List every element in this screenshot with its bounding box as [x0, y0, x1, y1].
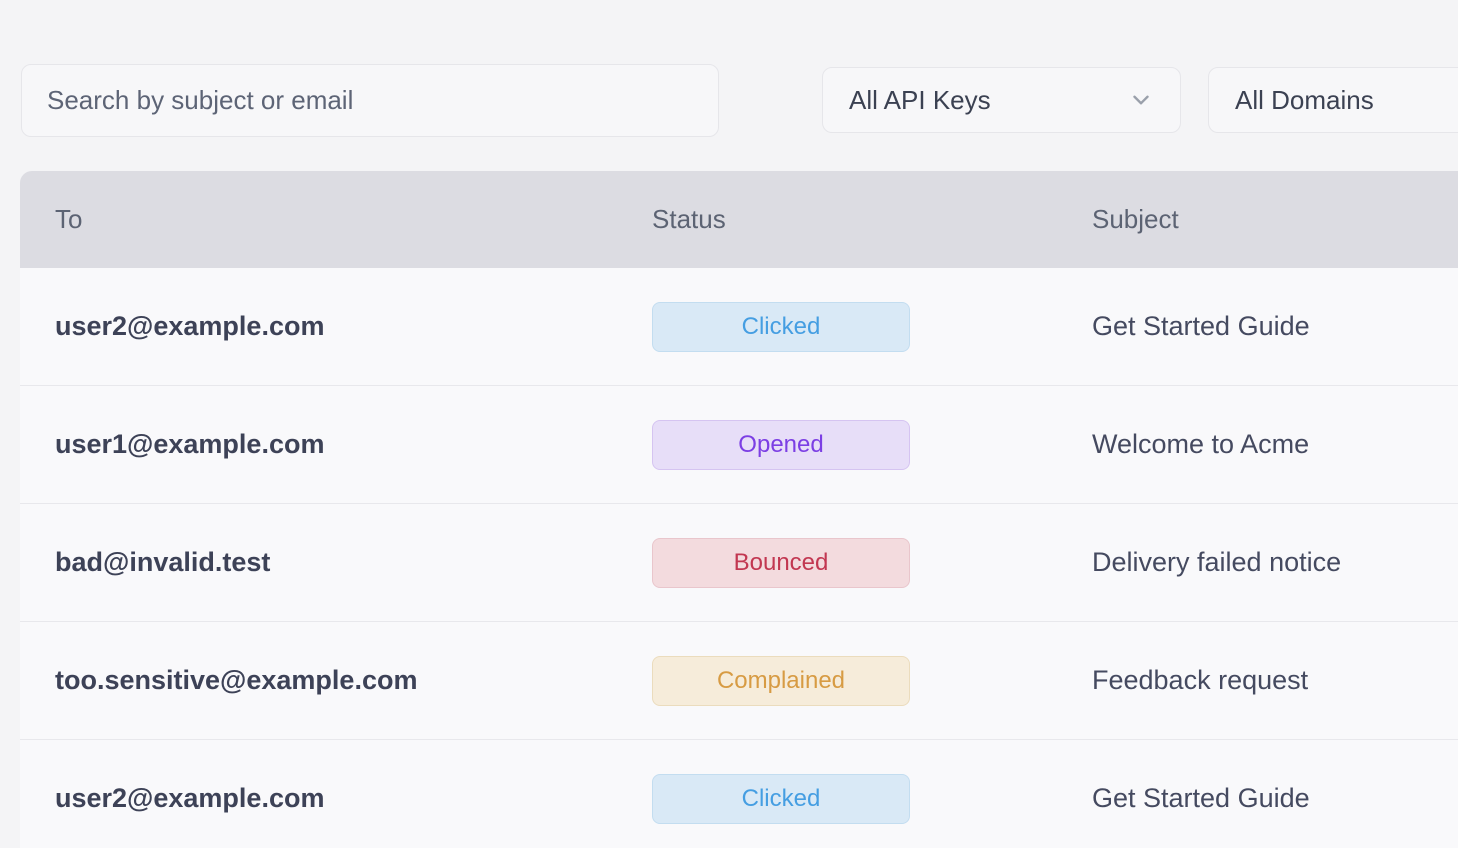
email-subject: Delivery failed notice [1092, 547, 1342, 577]
status-cell: Bounced [652, 537, 1092, 588]
status-cell: Opened [652, 419, 1092, 470]
column-header-status: Status [652, 204, 726, 234]
api-keys-filter-label: All API Keys [849, 84, 991, 115]
table-header-row: To Status Subject [20, 171, 1458, 268]
email-subject: Get Started Guide [1092, 311, 1310, 341]
status-cell: Clicked [652, 301, 1092, 352]
status-badge: Opened [652, 419, 910, 470]
status-badge: Bounced [652, 537, 910, 588]
search-input[interactable] [21, 64, 719, 137]
api-keys-filter-dropdown[interactable]: All API Keys [822, 67, 1181, 133]
table-row[interactable]: user2@example.com Clicked Get Started Guid… [20, 268, 1458, 386]
table-row[interactable]: bad@invalid.test Bounced Delivery failed n… [20, 504, 1458, 622]
emails-table: To Status Subject user2@example.com Click… [20, 171, 1458, 848]
column-header-subject: Subject [1092, 204, 1179, 234]
status-cell: Clicked [652, 773, 1092, 824]
email-subject: Get Started Guide [1092, 783, 1310, 813]
email-subject: Feedback request [1092, 665, 1309, 695]
recipient-email: too.sensitive@example.com [55, 665, 418, 695]
recipient-email: bad@invalid.test [55, 547, 271, 577]
domains-filter-dropdown[interactable]: All Domains [1208, 67, 1458, 133]
table-row[interactable]: too.sensitive@example.com Complained Feedb… [20, 622, 1458, 740]
chevron-down-icon [1133, 95, 1149, 105]
status-badge: Complained [652, 655, 910, 706]
table-row[interactable]: user1@example.com Opened Welcome to Acme [20, 386, 1458, 504]
status-badge: Clicked [652, 773, 910, 824]
recipient-email: user2@example.com [55, 783, 325, 813]
table-row[interactable]: user2@example.com Clicked Get Started Guid… [20, 740, 1458, 848]
recipient-email: user2@example.com [55, 311, 325, 341]
column-header-to: To [55, 204, 83, 234]
status-badge: Clicked [652, 301, 910, 352]
recipient-email: user1@example.com [55, 429, 325, 459]
email-subject: Welcome to Acme [1092, 429, 1310, 459]
table-body: user2@example.com Clicked Get Started Guid… [20, 268, 1458, 848]
status-cell: Complained [652, 655, 1092, 706]
domains-filter-label: All Domains [1235, 84, 1374, 115]
